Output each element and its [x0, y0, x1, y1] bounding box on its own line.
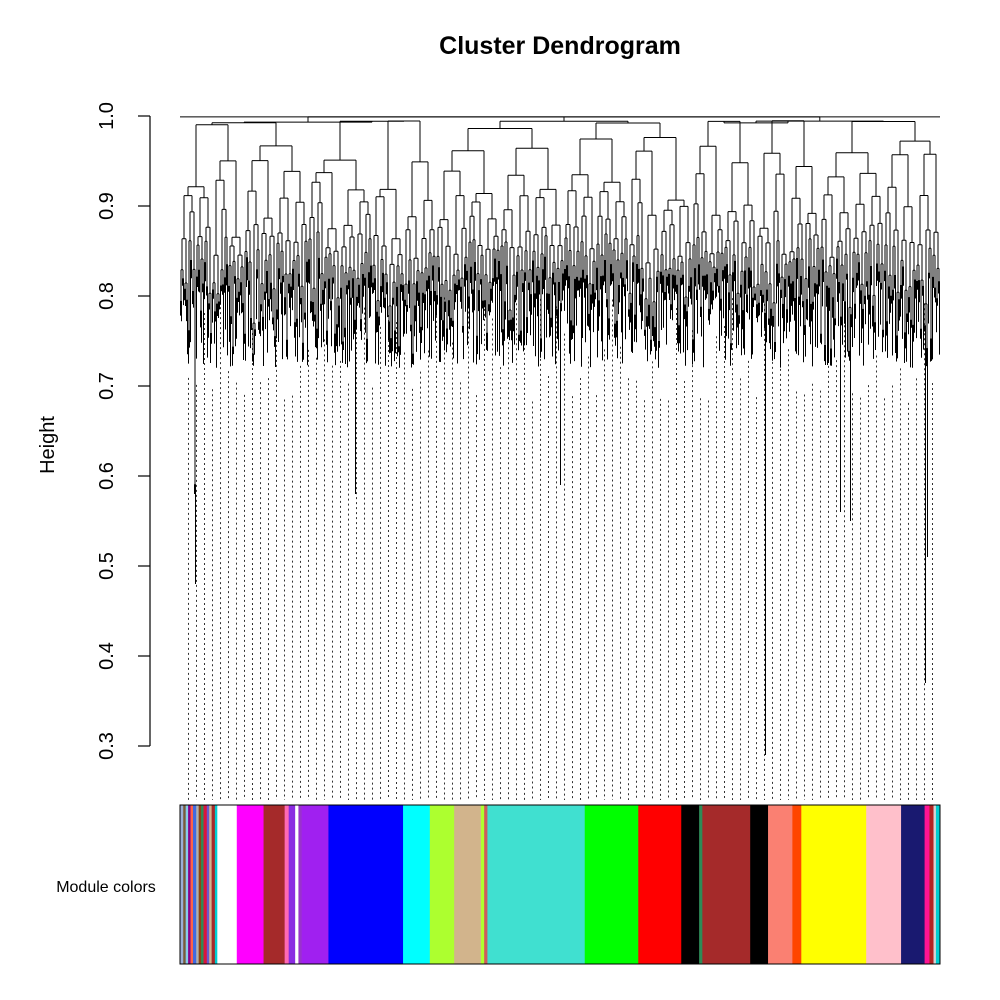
module-segment	[403, 805, 431, 964]
module-segment	[190, 805, 194, 964]
module-segment	[201, 805, 204, 964]
module-segment	[929, 805, 934, 964]
y-tick-label: 0.9	[96, 192, 118, 220]
module-segment	[480, 805, 485, 964]
module-segment	[196, 805, 200, 964]
dendrogram-branches	[180, 116, 940, 755]
module-segment	[295, 805, 299, 964]
module-segment	[183, 805, 187, 964]
module-segment	[933, 805, 937, 964]
y-tick-label: 0.5	[96, 552, 118, 580]
module-segment	[429, 805, 455, 964]
module-segment	[699, 805, 703, 964]
module-segment	[935, 805, 941, 964]
module-segment	[288, 805, 296, 964]
y-tick-label: 0.7	[96, 372, 118, 400]
module-segment	[454, 805, 482, 964]
module-segment	[584, 805, 639, 964]
y-tick-label: 0.6	[96, 462, 118, 490]
module-segment	[750, 805, 769, 964]
module-segment	[298, 805, 303, 964]
y-tick-label: 0.3	[96, 732, 118, 760]
module-segment	[484, 805, 488, 964]
y-tick-label: 0.4	[96, 642, 118, 670]
module-segment	[203, 805, 208, 964]
leaf-drop-lines	[188, 297, 933, 800]
module-segment	[924, 805, 930, 964]
dendrogram-tree	[180, 116, 940, 755]
module-segment	[185, 805, 189, 964]
module-segment	[487, 805, 586, 964]
module-colors-label: Module colors	[56, 879, 156, 896]
chart-title: Cluster Dendrogram	[439, 32, 681, 60]
module-segment	[301, 805, 329, 964]
module-segment	[768, 805, 793, 964]
module-bar-border	[179, 804, 941, 965]
y-axis-label: Height	[37, 416, 59, 474]
module-segment	[180, 805, 184, 964]
module-segment	[188, 805, 191, 964]
module-segment	[866, 805, 902, 964]
module-segment	[638, 805, 682, 964]
module-segment	[236, 805, 264, 964]
module-segment	[209, 805, 213, 964]
module-segment	[284, 805, 290, 964]
module-segment	[263, 805, 286, 964]
module-segment	[206, 805, 210, 964]
module-segment	[702, 805, 751, 964]
y-axis: 0.3 0.4 0.5 0.6 0.7 0.8 0.9 1.0	[96, 102, 151, 760]
module-color-bar	[180, 805, 941, 964]
module-segment	[681, 805, 700, 964]
module-segment	[211, 805, 216, 964]
module-segment	[198, 805, 202, 964]
module-segment	[217, 805, 238, 964]
module-segment	[192, 805, 197, 964]
y-tick-label: 1.0	[96, 102, 118, 130]
module-segment	[328, 805, 404, 964]
y-tick-label: 0.8	[96, 282, 118, 310]
module-segment	[214, 805, 218, 964]
module-segment	[792, 805, 802, 964]
module-segment	[801, 805, 867, 964]
module-segment	[901, 805, 925, 964]
